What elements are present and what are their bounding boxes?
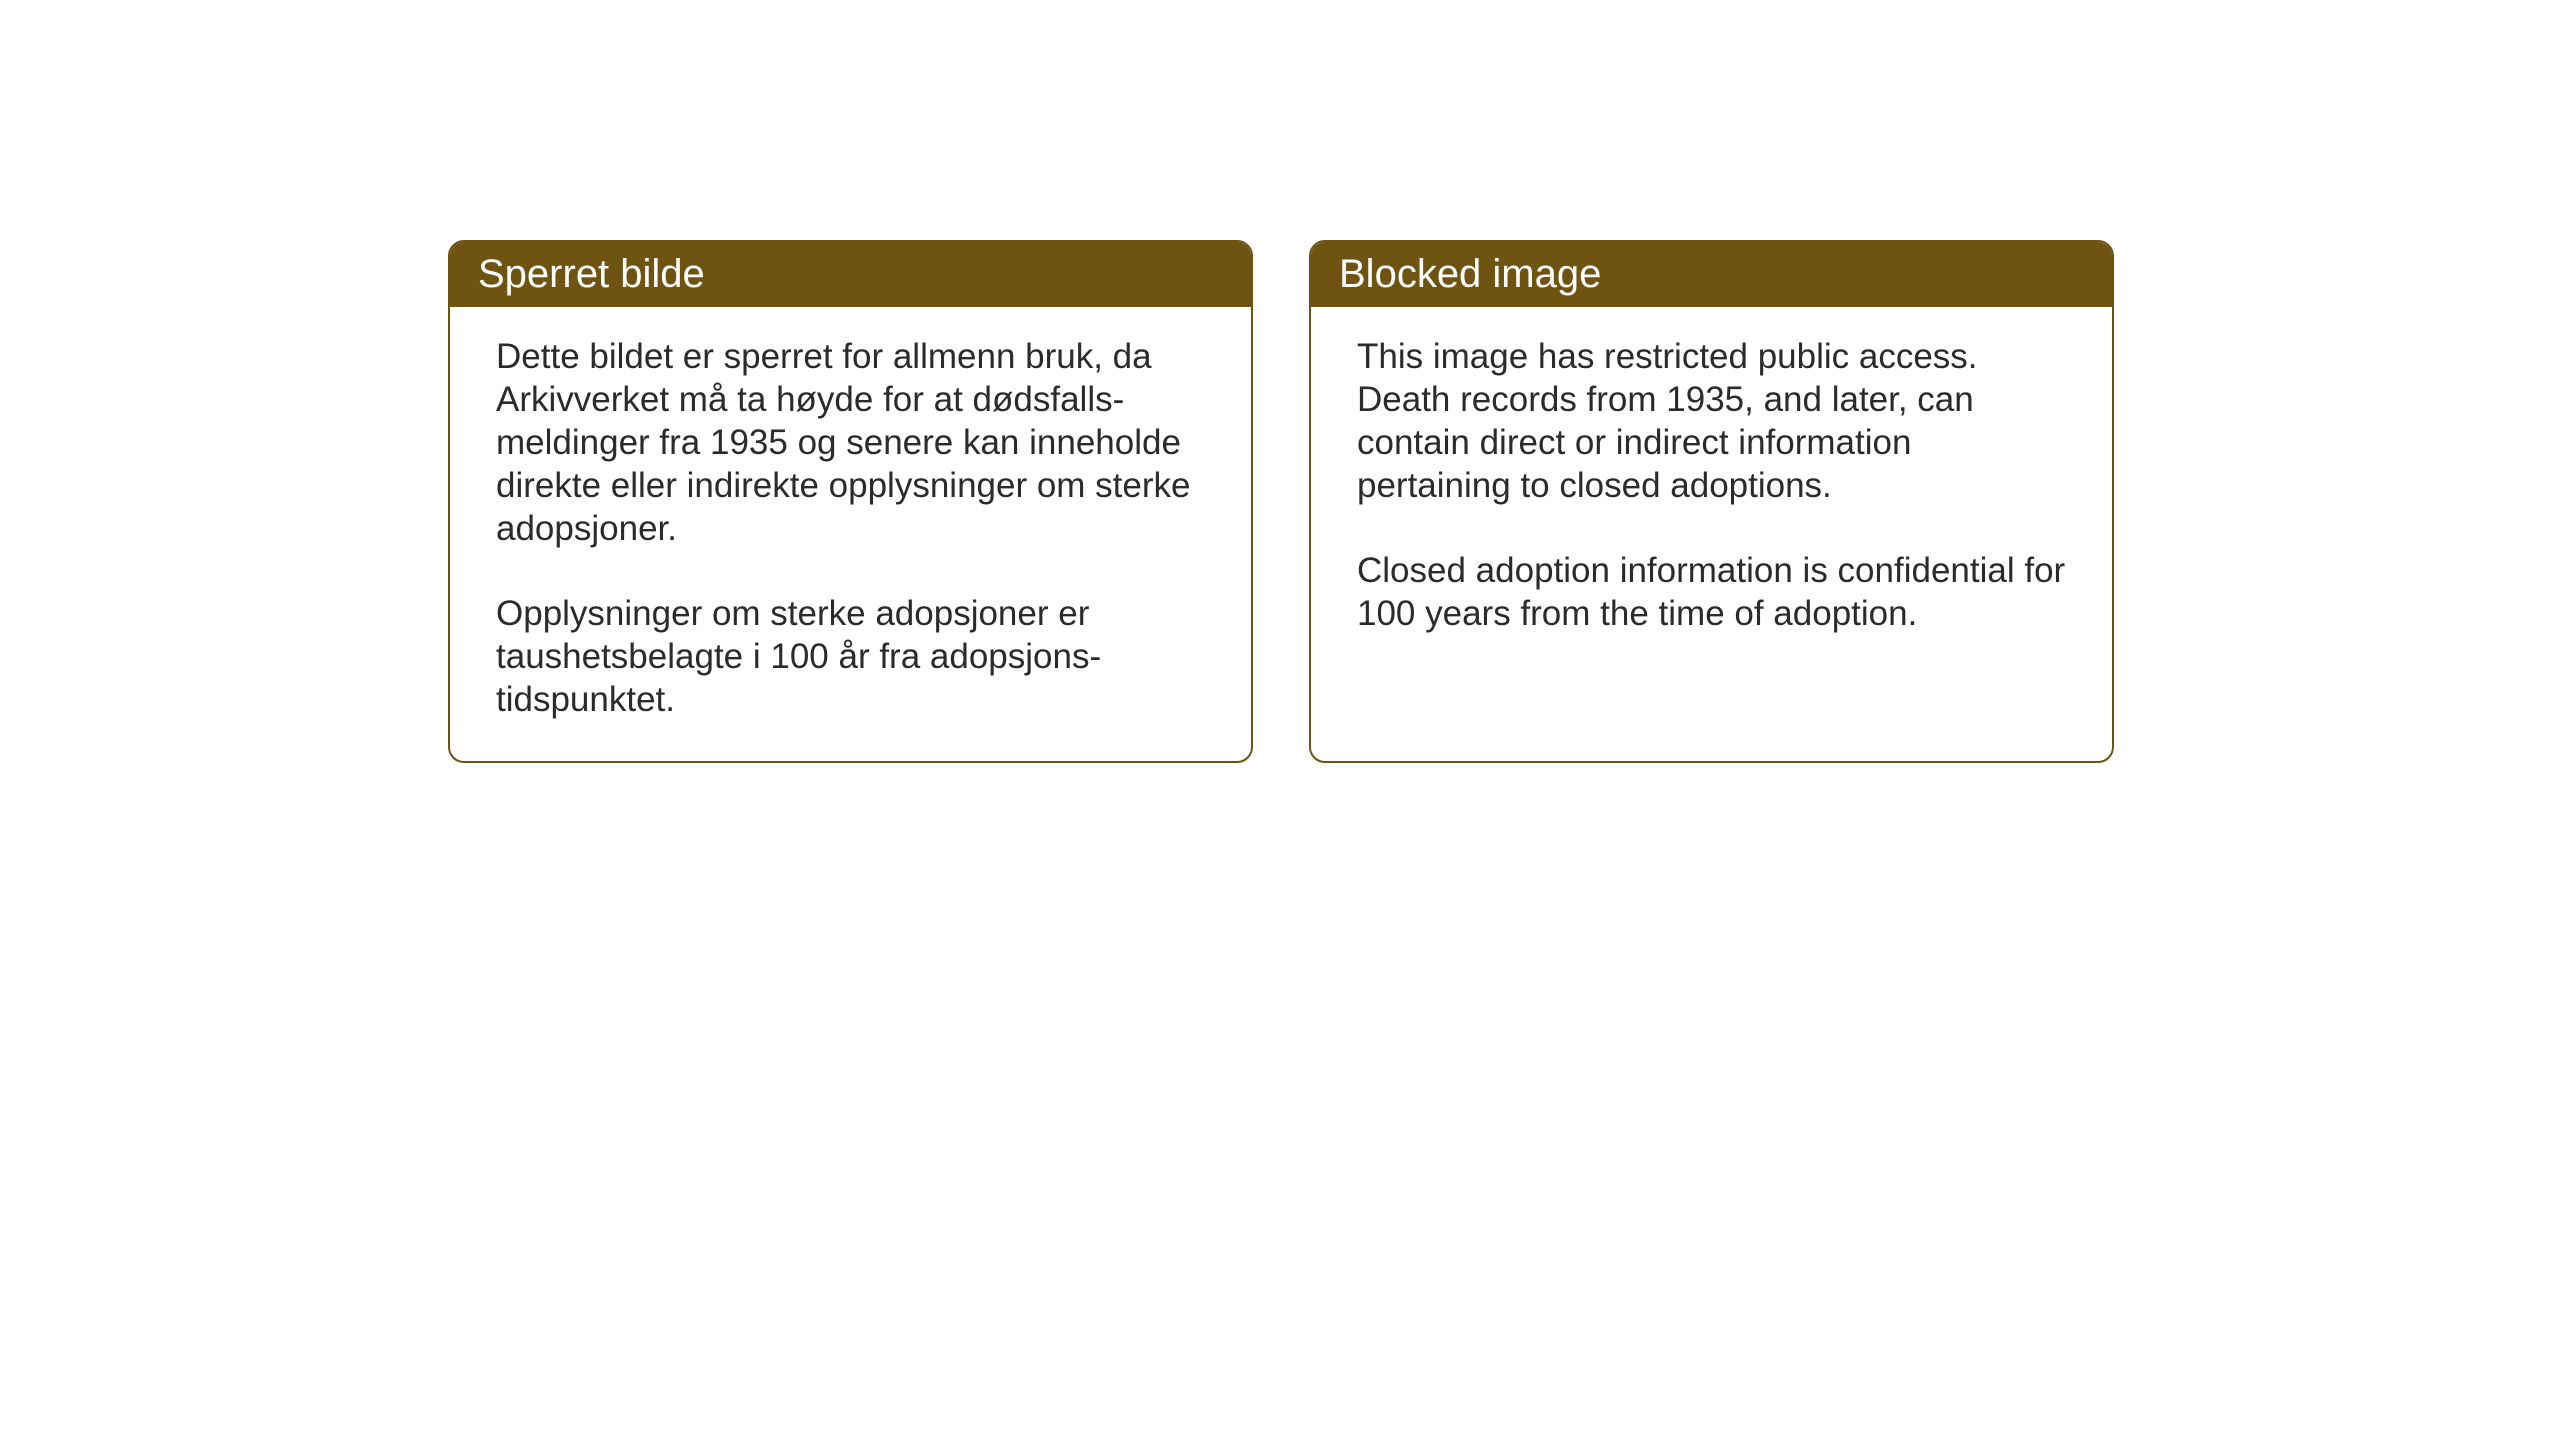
- norwegian-card-title: Sperret bilde: [450, 242, 1251, 307]
- english-paragraph-1: This image has restricted public access.…: [1357, 335, 2066, 507]
- english-card-title: Blocked image: [1311, 242, 2112, 307]
- notice-container: Sperret bilde Dette bildet er sperret fo…: [448, 240, 2114, 763]
- norwegian-card-body: Dette bildet er sperret for allmenn bruk…: [450, 307, 1251, 761]
- english-card-body: This image has restricted public access.…: [1311, 307, 2112, 675]
- norwegian-notice-card: Sperret bilde Dette bildet er sperret fo…: [448, 240, 1253, 763]
- norwegian-paragraph-2: Opplysninger om sterke adopsjoner er tau…: [496, 592, 1205, 721]
- english-paragraph-2: Closed adoption information is confident…: [1357, 549, 2066, 635]
- english-notice-card: Blocked image This image has restricted …: [1309, 240, 2114, 763]
- norwegian-paragraph-1: Dette bildet er sperret for allmenn bruk…: [496, 335, 1205, 550]
